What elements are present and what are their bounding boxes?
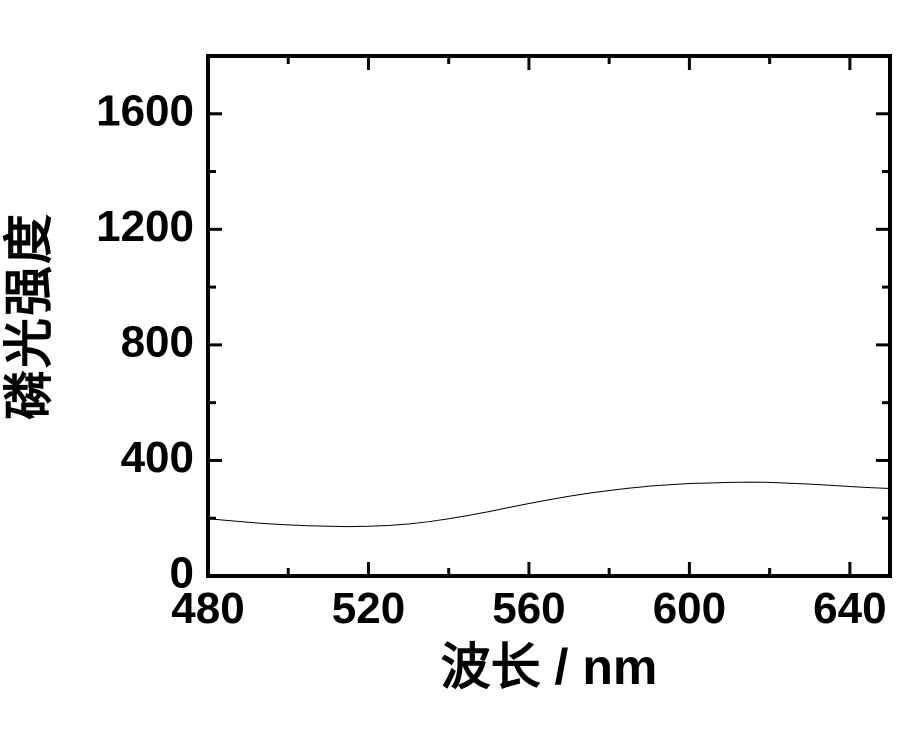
y-tick-label: 0 bbox=[170, 549, 194, 598]
y-tick-label: 1600 bbox=[96, 86, 194, 135]
x-axis-title: 波长 / nm bbox=[441, 639, 658, 695]
x-tick-label: 600 bbox=[653, 584, 726, 633]
x-tick-label: 520 bbox=[332, 584, 405, 633]
y-tick-label: 1200 bbox=[96, 202, 194, 251]
y-tick-label: 400 bbox=[121, 433, 194, 482]
chart-container: 480520560600640040080012001600波长 / nm磷光强… bbox=[0, 0, 922, 744]
y-axis-title: 磷光强度 bbox=[1, 212, 57, 420]
y-tick-label: 800 bbox=[121, 318, 194, 367]
x-tick-label: 560 bbox=[492, 584, 565, 633]
line-chart: 480520560600640040080012001600波长 / nm磷光强… bbox=[0, 0, 922, 744]
x-tick-label: 640 bbox=[813, 584, 886, 633]
